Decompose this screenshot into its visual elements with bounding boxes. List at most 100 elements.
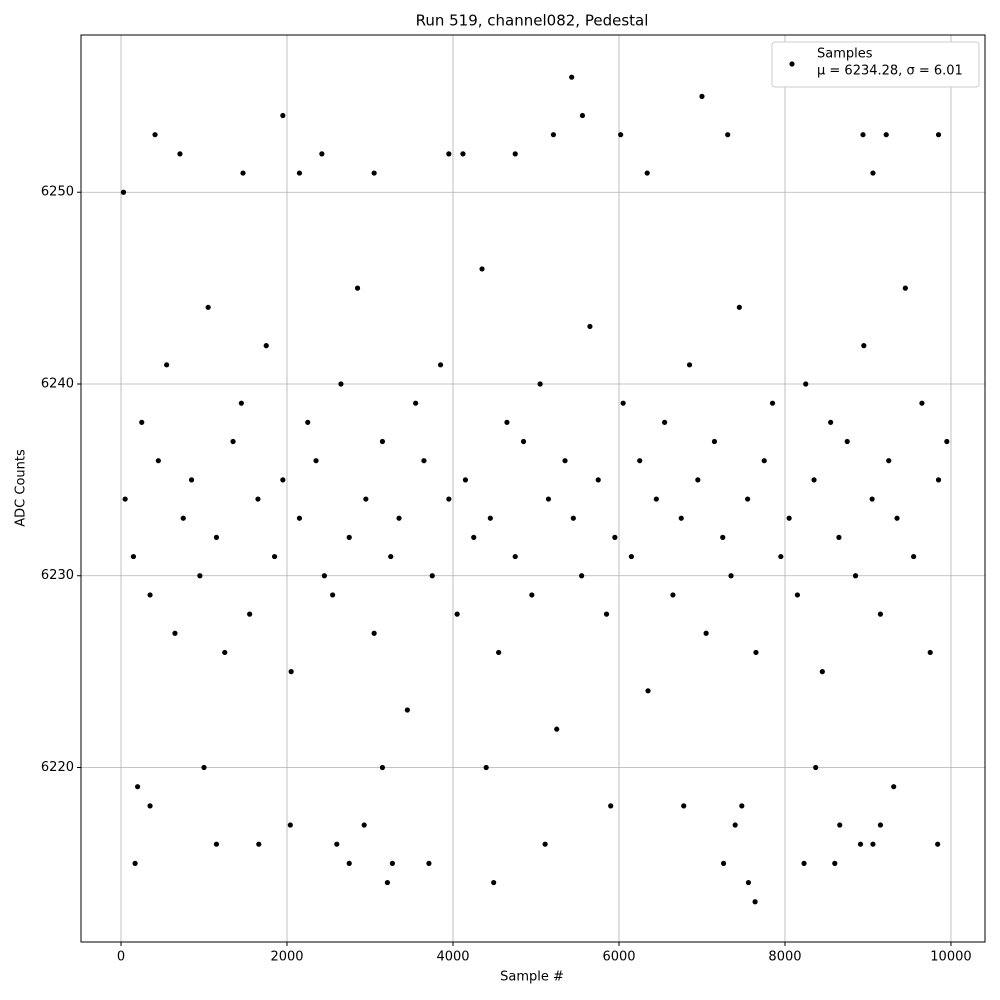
point — [346, 534, 352, 540]
x-axis-label: Sample # — [500, 970, 564, 985]
point — [725, 132, 731, 138]
point — [334, 841, 340, 847]
x-tick-label: 8000 — [768, 950, 801, 965]
point — [877, 822, 884, 828]
point — [695, 477, 701, 483]
x-tick-label: 6000 — [602, 950, 635, 965]
point — [437, 362, 444, 368]
point — [819, 669, 825, 675]
y-tick-label: 6220 — [41, 760, 74, 775]
point — [545, 496, 552, 502]
point — [608, 803, 614, 809]
point — [653, 496, 659, 502]
point — [371, 170, 377, 176]
point — [645, 688, 651, 694]
point — [454, 611, 460, 617]
point — [512, 553, 518, 560]
point — [870, 841, 876, 847]
point — [213, 841, 220, 847]
point — [857, 841, 864, 847]
point — [579, 573, 585, 579]
point — [247, 611, 253, 617]
point — [487, 515, 493, 521]
point — [860, 132, 866, 138]
point — [421, 458, 427, 464]
point — [618, 132, 624, 138]
point — [313, 458, 319, 464]
point — [354, 285, 361, 291]
point — [479, 266, 485, 272]
point — [460, 151, 466, 157]
point — [197, 573, 203, 579]
point — [361, 822, 367, 828]
point — [120, 189, 127, 195]
point — [446, 496, 452, 502]
point — [786, 515, 792, 521]
point — [371, 630, 377, 636]
point — [720, 860, 727, 866]
point — [891, 784, 897, 790]
point — [803, 381, 809, 387]
point — [346, 860, 352, 866]
point — [135, 784, 141, 790]
point — [379, 438, 386, 445]
point — [836, 534, 842, 540]
point — [554, 726, 560, 732]
point — [587, 323, 593, 330]
point — [944, 438, 950, 445]
point — [429, 573, 435, 579]
point — [628, 553, 635, 560]
point — [769, 400, 776, 406]
point — [280, 112, 286, 119]
point — [491, 879, 497, 886]
point — [271, 553, 278, 560]
point — [681, 803, 687, 809]
point — [240, 170, 246, 176]
point — [902, 285, 908, 291]
point — [595, 477, 601, 483]
point — [844, 438, 850, 445]
point — [471, 534, 477, 540]
point — [426, 860, 432, 866]
point — [837, 822, 843, 828]
point — [363, 496, 369, 502]
point — [550, 132, 557, 138]
point — [579, 112, 586, 119]
point — [811, 477, 817, 483]
point — [296, 515, 303, 521]
point — [122, 496, 128, 502]
point — [188, 477, 195, 483]
point — [894, 515, 900, 521]
point — [877, 611, 884, 617]
point — [778, 553, 784, 560]
point — [794, 592, 801, 598]
point — [147, 803, 153, 809]
point — [172, 630, 178, 636]
point — [869, 496, 875, 502]
point — [711, 438, 718, 445]
point — [180, 515, 186, 521]
x-tick-label: 10000 — [930, 950, 971, 965]
point — [305, 419, 311, 425]
point — [813, 764, 819, 771]
point — [287, 822, 293, 828]
legend-marker — [789, 61, 795, 67]
chart-title: Run 519, channel082, Pedestal — [416, 12, 649, 30]
point — [238, 400, 244, 406]
point — [686, 362, 693, 368]
point — [222, 649, 228, 656]
legend-note: μ = 6234.28, σ = 6.01 — [817, 64, 963, 79]
point — [637, 458, 643, 464]
point — [388, 553, 394, 560]
point — [644, 170, 650, 176]
legend: Samples μ = 6234.28, σ = 6.01 — [771, 41, 980, 88]
point — [164, 362, 170, 368]
point — [935, 841, 941, 847]
point — [603, 611, 610, 617]
point — [699, 93, 705, 99]
point — [935, 132, 942, 138]
y-tick-label: 6240 — [41, 376, 74, 391]
point — [263, 343, 269, 349]
point — [155, 458, 161, 464]
